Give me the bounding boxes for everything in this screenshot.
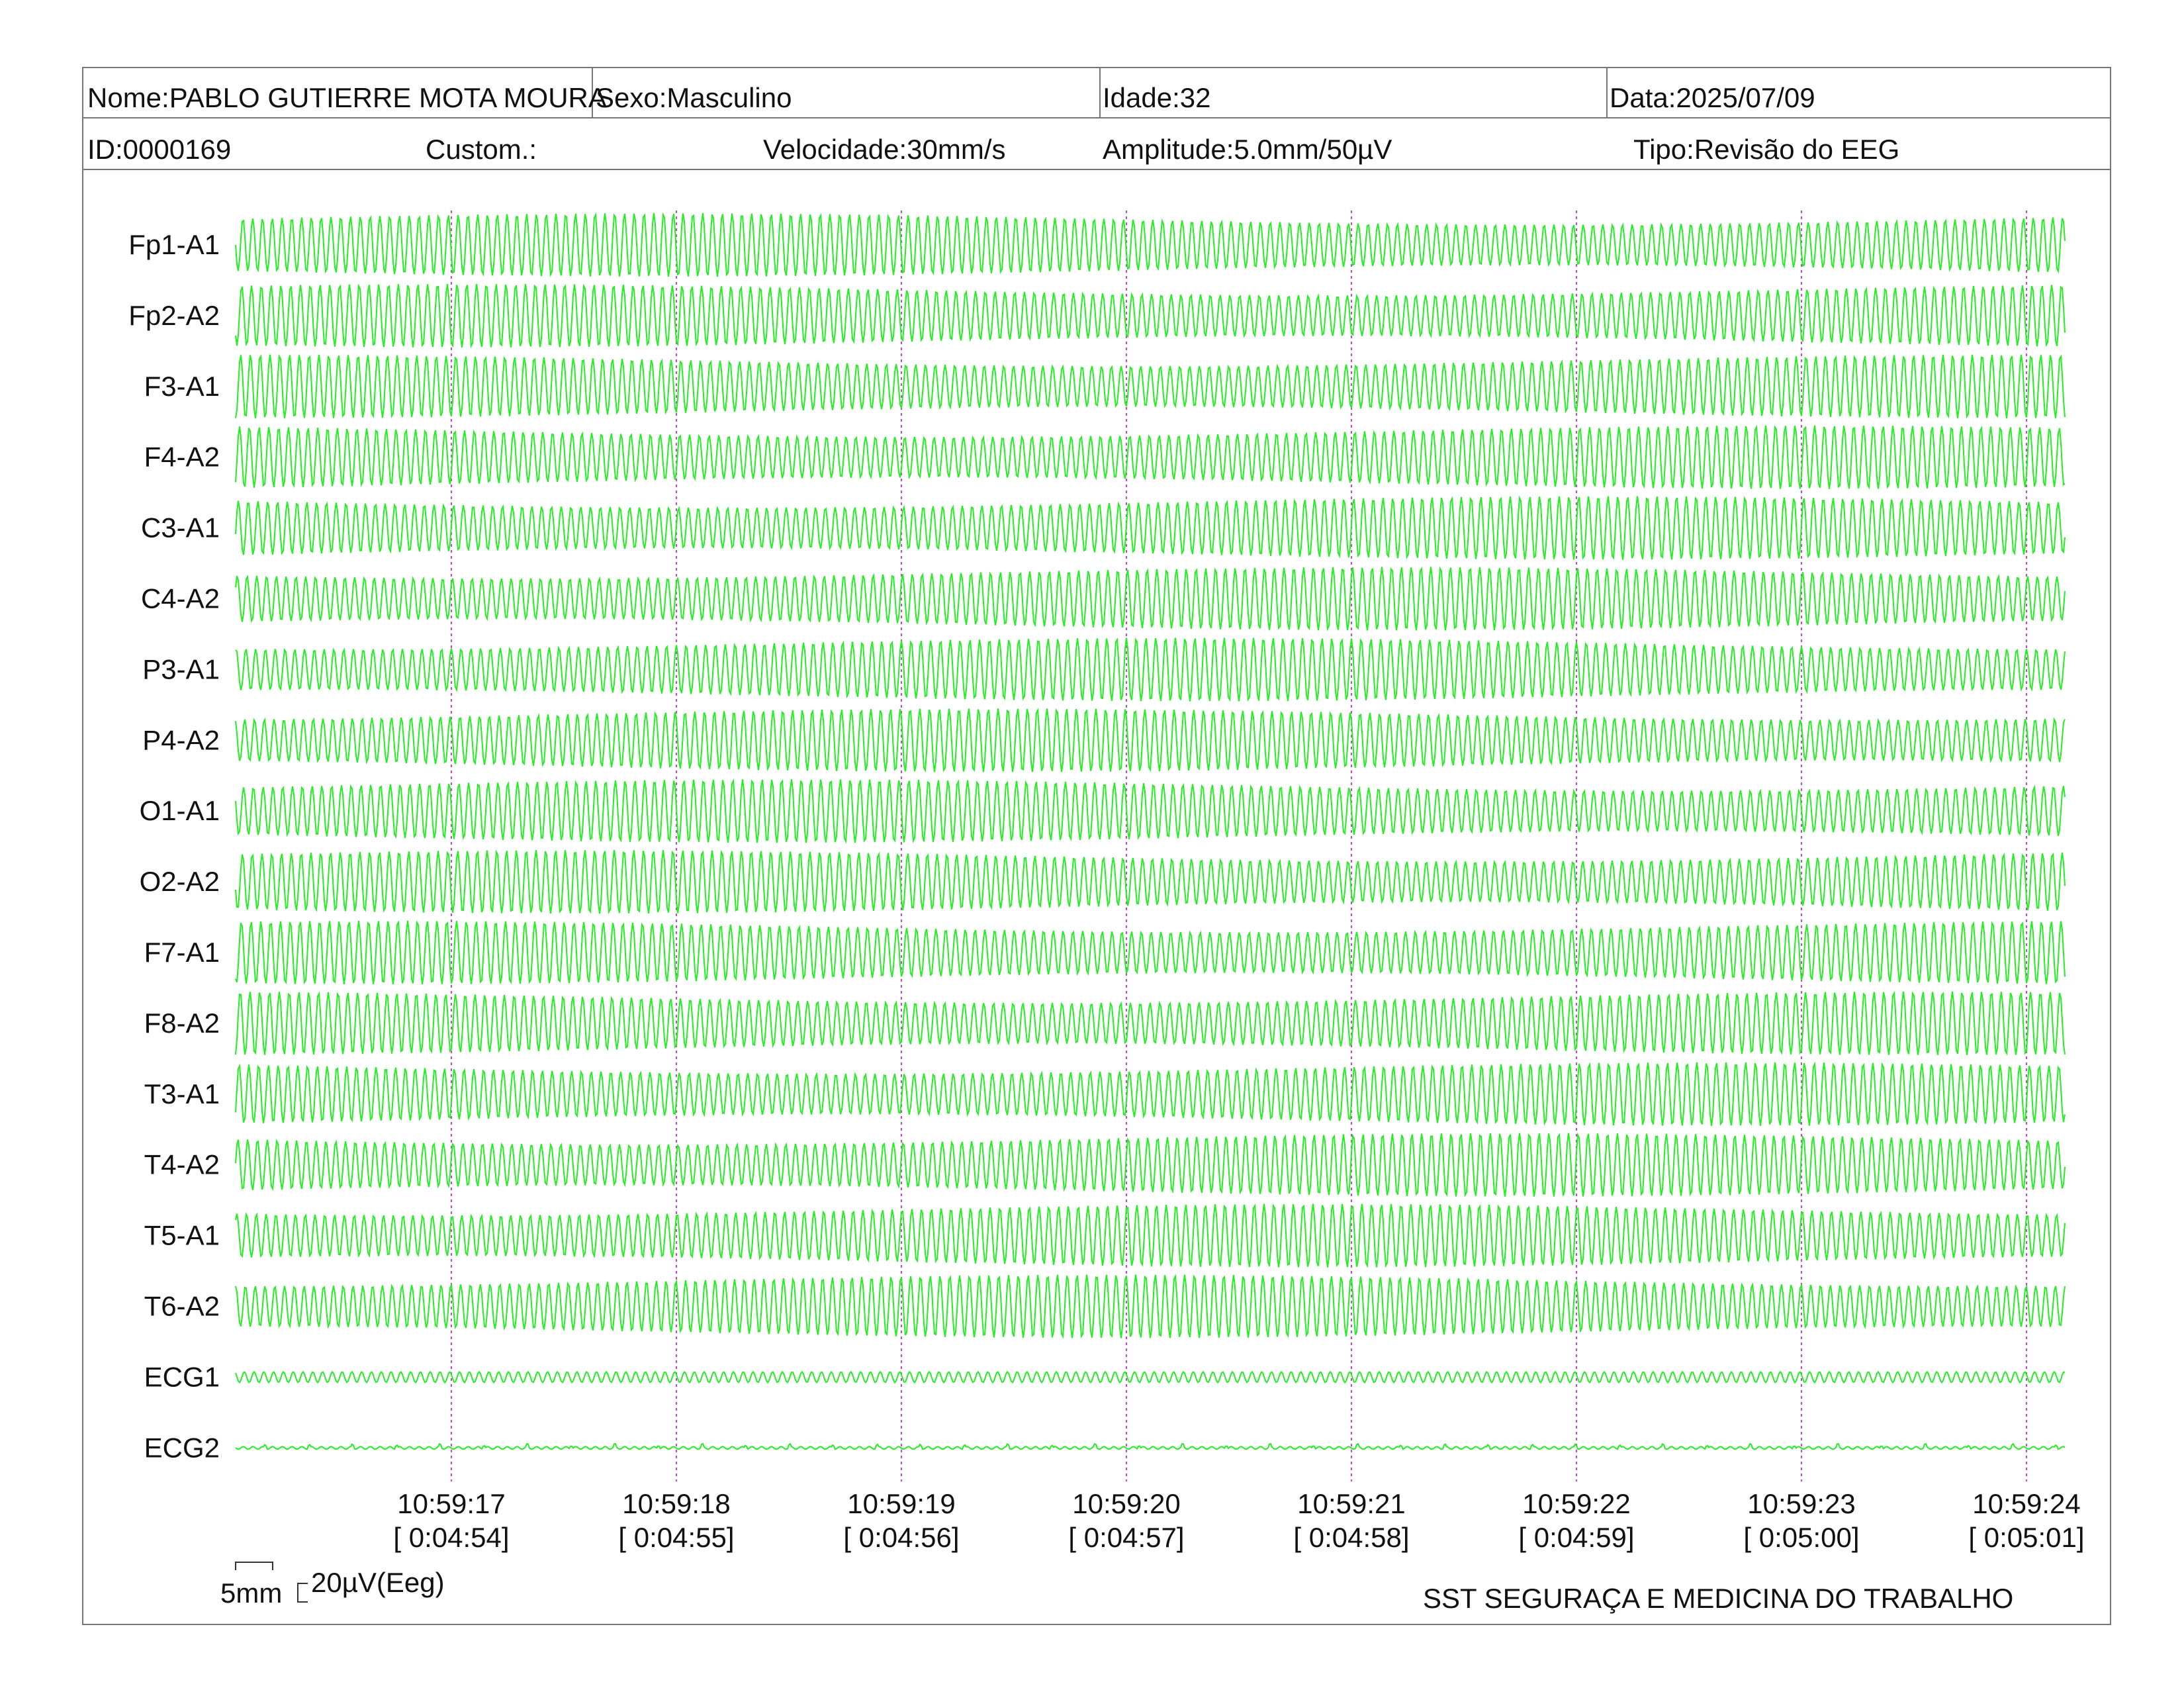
- header-row-recording: [82, 118, 2111, 170]
- time-marker-clock: 10:59:20: [1072, 1488, 1181, 1519]
- channel-trace: [235, 708, 2066, 773]
- report-frame: [82, 67, 2111, 1625]
- time-marker-clock: 10:59:22: [1522, 1488, 1631, 1519]
- speed-setting: Velocidade:30mm/s: [763, 134, 1006, 165]
- channel-trace: [235, 990, 2066, 1056]
- time-marker-elapsed: [ 0:04:58]: [1293, 1522, 1409, 1553]
- header-row-patient: [82, 67, 2111, 118]
- time-marker-clock: 10:59:18: [622, 1488, 731, 1519]
- patient-name: Nome:PABLO GUTIERRE MOTA MOURA: [87, 82, 607, 113]
- time-scale-label: 5mm: [220, 1577, 283, 1609]
- time-marker-elapsed: [ 0:04:56]: [843, 1522, 959, 1553]
- channel-trace: [235, 424, 2066, 490]
- channel-trace: [235, 1061, 2066, 1126]
- channel-label: F3-A1: [144, 371, 220, 402]
- channel-trace: [235, 778, 2066, 844]
- time-marker-clock: 10:59:23: [1747, 1488, 1856, 1519]
- channel-label: F4-A2: [144, 442, 220, 473]
- time-marker-elapsed: [ 0:04:54]: [393, 1522, 509, 1553]
- time-marker-clock: 10:59:21: [1297, 1488, 1406, 1519]
- channel-trace: [235, 353, 2066, 419]
- channel-trace: [235, 283, 2066, 349]
- channel-label: C4-A2: [141, 583, 220, 614]
- channel-label: P3-A1: [142, 653, 220, 684]
- channel-trace: [235, 849, 2066, 915]
- channel-trace: [235, 1203, 2066, 1268]
- channel-label: F7-A1: [144, 937, 220, 968]
- channel-label: O2-A2: [140, 866, 220, 897]
- channel-label: T6-A2: [144, 1291, 220, 1322]
- channel-trace: [235, 1370, 2066, 1384]
- patient-id: ID:0000169: [87, 134, 232, 165]
- channel-label: ECG2: [144, 1432, 220, 1463]
- channel-label: T4-A2: [144, 1149, 220, 1180]
- header-divider-2: [1099, 67, 1101, 118]
- channel-label: T3-A1: [144, 1078, 220, 1109]
- patient-age: Idade:32: [1103, 82, 1211, 113]
- time-marker-clock: 10:59:24: [1972, 1488, 2081, 1519]
- channel-label: ECG1: [144, 1361, 220, 1392]
- amplitude-setting: Amplitude:5.0mm/50µV: [1103, 134, 1392, 165]
- header-divider-1: [592, 67, 593, 118]
- channel-trace: [235, 495, 2066, 560]
- record-type: Tipo:Revisão do EEG: [1633, 134, 1900, 165]
- channel-label: T5-A1: [144, 1220, 220, 1251]
- time-marker-elapsed: [ 0:04:59]: [1518, 1522, 1634, 1553]
- custom-field: Custom.:: [426, 134, 537, 165]
- channel-label: Fp1-A1: [128, 229, 220, 260]
- time-marker-clock: 10:59:19: [847, 1488, 956, 1519]
- time-marker-elapsed: [ 0:05:01]: [1968, 1522, 2084, 1553]
- channel-label: O1-A1: [140, 795, 220, 826]
- channel-trace: [235, 1442, 2066, 1450]
- time-marker-elapsed: [ 0:05:00]: [1743, 1522, 1859, 1553]
- header-divider-3: [1606, 67, 1608, 118]
- channel-trace: [235, 1274, 2066, 1339]
- channel-trace: [235, 637, 2066, 702]
- time-marker-elapsed: [ 0:04:57]: [1068, 1522, 1184, 1553]
- company-name: SST SEGURAÇA E MEDICINA DO TRABALHO: [1423, 1583, 2014, 1614]
- channel-label: F8-A2: [144, 1008, 220, 1039]
- channel-trace: [235, 920, 2066, 985]
- record-date: Data:2025/07/09: [1610, 82, 1815, 113]
- channel-trace: [235, 1132, 2066, 1197]
- time-scale-bar: [235, 1562, 273, 1570]
- channel-label: Fp2-A2: [128, 300, 220, 331]
- time-marker-elapsed: [ 0:04:55]: [618, 1522, 734, 1553]
- amplitude-scale-bar: [297, 1583, 308, 1603]
- channel-trace: [235, 566, 2066, 632]
- channel-label: P4-A2: [142, 724, 220, 755]
- channel-label: C3-A1: [141, 512, 220, 543]
- time-marker-clock: 10:59:17: [397, 1488, 506, 1519]
- patient-sex: Sexo:Masculino: [596, 82, 792, 113]
- amplitude-scale-label: 20µV(Eeg): [311, 1567, 445, 1598]
- channel-trace: [235, 212, 2066, 277]
